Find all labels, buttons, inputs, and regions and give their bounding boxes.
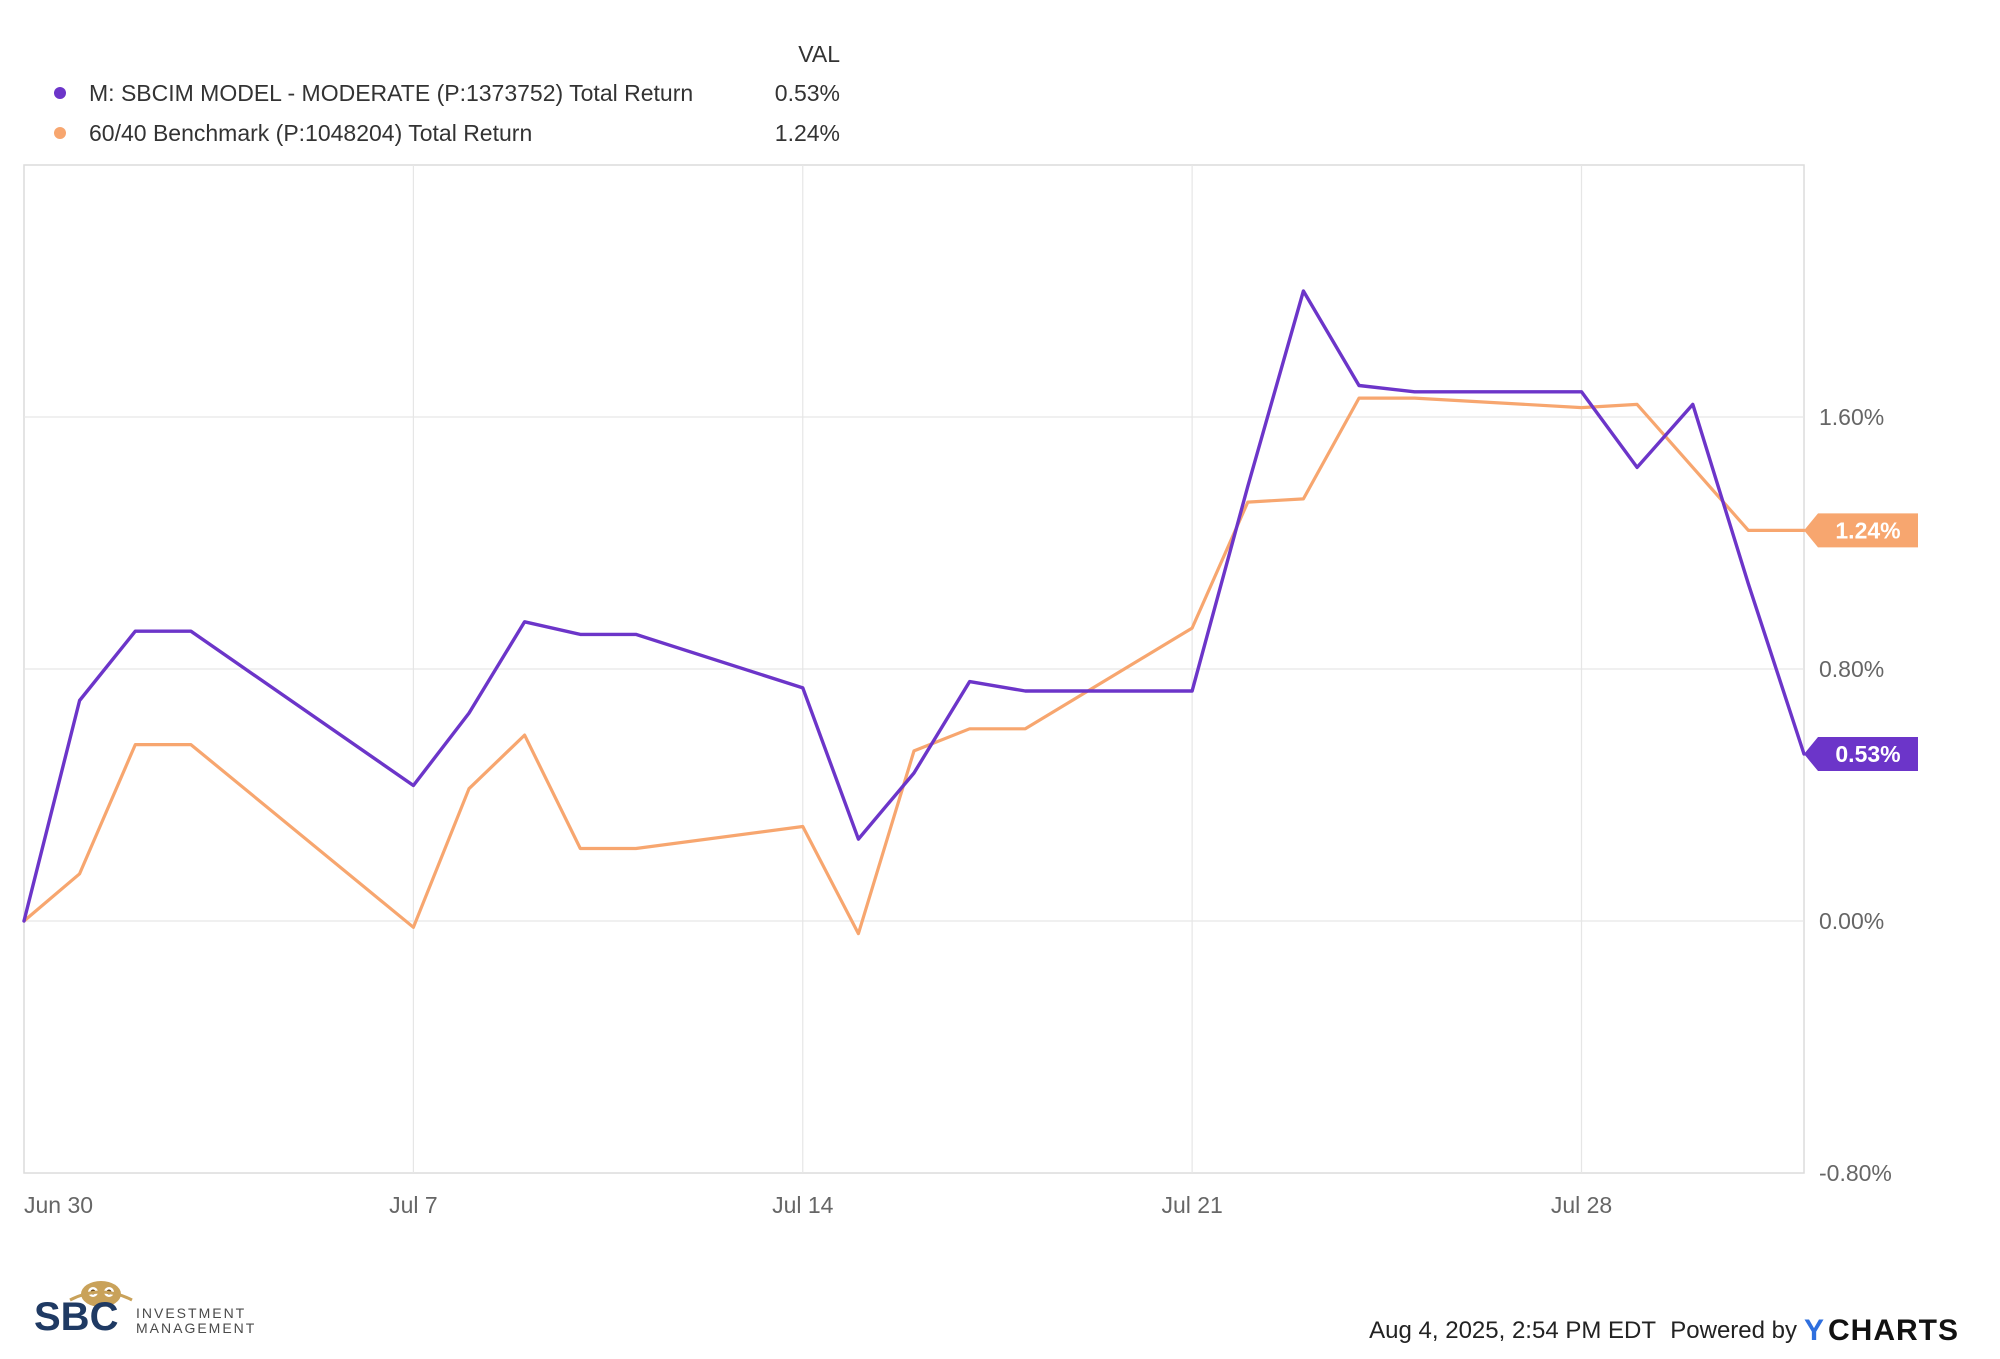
y-tick-label: 1.60%	[1819, 404, 1884, 430]
x-tick-label: Jun 30	[24, 1192, 93, 1218]
end-label-flag	[1804, 513, 1918, 548]
y-axis-tick-labels: -0.80% 0.00% 0.80% 1.60%	[1819, 404, 1892, 1186]
legend-entry-model[interactable]: M: SBCIM MODEL - MODERATE (P:1373752) To…	[54, 80, 840, 106]
legend-label-benchmark: 60/40 Benchmark (P:1048204) Total Return	[89, 120, 532, 146]
legend-marker-model	[54, 87, 66, 99]
owl-icon	[69, 1281, 133, 1307]
horizontal-gridlines	[24, 416, 1804, 922]
ycharts-logo[interactable]: Y CHARTS	[1804, 1314, 1959, 1347]
y-tick-label: 0.00%	[1819, 908, 1884, 934]
series-line-benchmark	[22, 396, 1806, 936]
end-label-benchmark: 1.24%	[1804, 513, 1918, 548]
sbc-logo: SBC INVESTMENT MANAGEMENT	[34, 1281, 256, 1339]
end-label-flag	[1804, 737, 1918, 772]
x-tick-label: Jul 21	[1161, 1192, 1222, 1218]
legend-label-model: M: SBCIM MODEL - MODERATE (P:1373752) To…	[89, 80, 693, 106]
y-tick-label: -0.80%	[1819, 1160, 1892, 1186]
legend-marker-benchmark	[54, 127, 66, 139]
legend-entry-benchmark[interactable]: 60/40 Benchmark (P:1048204) Total Return…	[54, 120, 840, 146]
series-lines	[22, 289, 1806, 936]
x-tick-label: Jul 7	[389, 1192, 438, 1218]
x-axis-tick-labels: Jun 30 Jul 7 Jul 14 Jul 21 Jul 28	[24, 1192, 1612, 1218]
series-line-model	[22, 289, 1806, 923]
legend: VAL M: SBCIM MODEL - MODERATE (P:1373752…	[54, 41, 840, 146]
ycharts-logo-text: CHARTS	[1828, 1314, 1959, 1347]
ycharts-logo-y: Y	[1804, 1314, 1824, 1347]
y-tick-label: 0.80%	[1819, 656, 1884, 682]
footer-timestamp: Aug 4, 2025, 2:54 PM EDT	[1369, 1317, 1656, 1344]
logo-line1: INVESTMENT	[136, 1305, 246, 1321]
end-label-value: 1.24%	[1835, 517, 1900, 543]
end-label-value: 0.53%	[1835, 741, 1900, 767]
footer: Aug 4, 2025, 2:54 PM EDT Powered by Y CH…	[1369, 1314, 1959, 1347]
legend-value-model: 0.53%	[775, 80, 840, 106]
footer-attribution: Aug 4, 2025, 2:54 PM EDT Powered by	[1369, 1317, 1797, 1344]
logo-line2: MANAGEMENT	[136, 1320, 256, 1336]
vertical-gridlines	[412, 165, 1583, 1173]
x-tick-label: Jul 14	[772, 1192, 834, 1218]
legend-value-header: VAL	[798, 41, 840, 67]
logo-letters: SBC	[34, 1295, 118, 1339]
end-label-model: 0.53%	[1804, 737, 1918, 772]
legend-value-benchmark: 1.24%	[775, 120, 840, 146]
footer-powered-by: Powered by	[1670, 1317, 1797, 1344]
x-tick-label: Jul 28	[1551, 1192, 1612, 1218]
end-value-labels: 0.53% 1.24%	[1804, 513, 1918, 772]
